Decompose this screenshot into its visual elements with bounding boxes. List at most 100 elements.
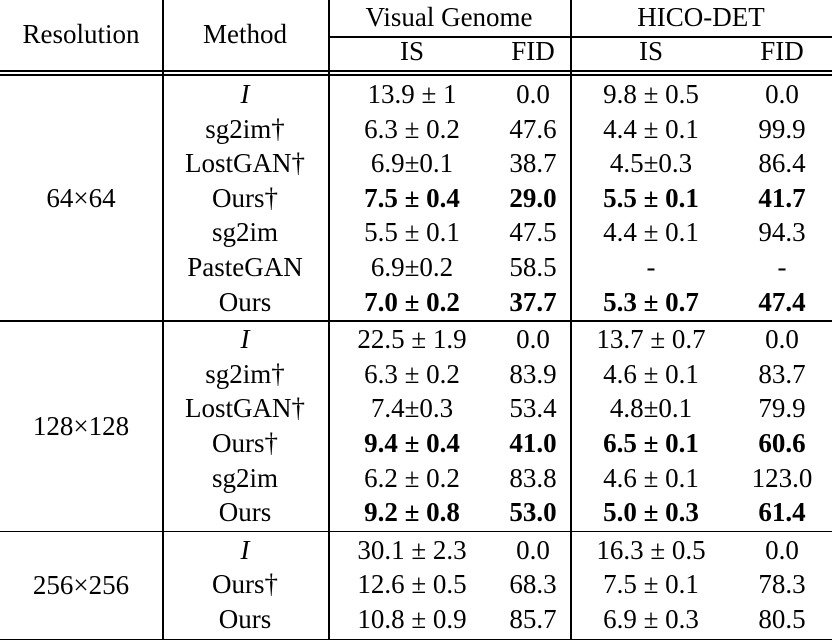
header-method: Method <box>203 19 287 49</box>
cell-method: sg2im <box>211 217 278 248</box>
cell-method: I <box>240 79 250 109</box>
cell-method: LostGAN† <box>185 148 305 179</box>
cell-hico-is: 9.8 ± 0.5 <box>603 79 699 109</box>
cell-hico-is: 5.0 ± 0.3 <box>603 497 699 528</box>
cell-hico-is: 7.5 ± 0.1 <box>603 569 699 600</box>
cell-vg-fid: 38.7 <box>509 148 557 179</box>
cell-vg-is: 12.6 ± 0.5 <box>357 569 467 600</box>
cell-vg-is: 5.5 ± 0.1 <box>364 217 460 248</box>
header-rule-1 <box>0 70 832 72</box>
cell-vg-fid: 0.0 <box>516 534 550 565</box>
cell-hico-fid: 60.6 <box>758 428 806 458</box>
cell-vg-is: 7.0 ± 0.2 <box>364 286 460 317</box>
header-hico-is: IS <box>638 36 663 66</box>
cell-hico-fid: - <box>777 252 787 282</box>
column-rule <box>328 0 330 640</box>
cell-vg-is: 13.9 ± 1 <box>367 79 457 109</box>
column-rule <box>162 0 164 640</box>
cell-vg-is: 9.2 ± 0.8 <box>364 497 460 528</box>
cell-vg-is: 6.9±0.2 <box>370 252 454 282</box>
cell-method: Ours <box>218 604 272 634</box>
cell-method: I <box>240 534 250 565</box>
cell-hico-is: 4.6 ± 0.1 <box>603 358 699 389</box>
cell-method: LostGAN† <box>185 393 305 424</box>
cell-vg-is: 30.1 ± 2.3 <box>357 534 467 565</box>
cell-hico-is: 4.6 ± 0.1 <box>603 462 699 493</box>
cell-vg-fid: 68.3 <box>509 569 557 600</box>
cell-hico-fid: 78.3 <box>758 569 806 600</box>
cell-method: I <box>240 324 250 355</box>
cell-vg-is: 10.8 ± 0.9 <box>357 604 467 634</box>
header-rule-2 <box>0 74 832 76</box>
cell-vg-fid: 58.5 <box>509 252 557 282</box>
cell-hico-is: 5.3 ± 0.7 <box>603 286 699 317</box>
resolution-label: 128×128 <box>32 411 130 441</box>
cell-hico-is: - <box>646 252 656 282</box>
cell-hico-fid: 80.5 <box>758 604 806 634</box>
cell-vg-fid: 53.4 <box>509 393 557 424</box>
cell-hico-is: 4.8±0.1 <box>609 393 693 424</box>
cell-vg-is: 22.5 ± 1.9 <box>357 324 467 355</box>
cell-hico-fid: 79.9 <box>758 393 806 424</box>
cell-vg-is: 6.3 ± 0.2 <box>364 113 460 144</box>
cell-hico-fid: 94.3 <box>758 217 806 248</box>
header-visual-genome: Visual Genome <box>365 2 533 32</box>
cell-method: sg2im† <box>205 358 285 389</box>
header-hico-det: HICO-DET <box>637 2 765 32</box>
cell-hico-is: 16.3 ± 0.5 <box>596 534 706 565</box>
cell-vg-is: 7.4±0.3 <box>370 393 454 424</box>
cell-method: Ours† <box>212 569 278 600</box>
cell-hico-fid: 41.7 <box>758 182 806 213</box>
cell-vg-fid: 29.0 <box>509 182 557 213</box>
cell-vg-fid: 47.6 <box>509 113 557 144</box>
cell-hico-is: 13.7 ± 0.7 <box>596 324 706 355</box>
header-vg-fid: FID <box>511 36 555 66</box>
cell-hico-fid: 0.0 <box>765 79 799 109</box>
cell-vg-fid: 53.0 <box>509 497 557 528</box>
cell-vg-is: 6.3 ± 0.2 <box>364 358 460 389</box>
group-rule <box>0 530 832 533</box>
resolution-label: 64×64 <box>46 183 116 214</box>
cell-hico-fid: 83.7 <box>758 358 806 389</box>
header-resolution: Resolution <box>22 19 140 49</box>
cell-vg-fid: 83.8 <box>509 462 557 493</box>
cell-vg-fid: 41.0 <box>509 428 557 458</box>
header-subrule <box>328 36 832 38</box>
cell-vg-fid: 47.5 <box>509 217 557 248</box>
cell-hico-fid: 99.9 <box>758 113 806 144</box>
cell-method: Ours <box>218 286 272 317</box>
cell-method: Ours† <box>212 182 278 213</box>
cell-vg-is: 6.9±0.1 <box>370 148 454 179</box>
cell-method: sg2im <box>211 462 278 493</box>
cell-vg-fid: 0.0 <box>516 324 550 355</box>
header-hico-fid: FID <box>760 36 804 66</box>
cell-hico-is: 6.9 ± 0.3 <box>603 604 699 634</box>
cell-vg-fid: 83.9 <box>509 358 557 389</box>
cell-hico-fid: 86.4 <box>758 148 806 179</box>
cell-method: Ours† <box>212 428 278 458</box>
cell-method: Ours <box>218 497 272 528</box>
cell-method: sg2im† <box>205 113 285 144</box>
cell-hico-is: 5.5 ± 0.1 <box>603 182 699 213</box>
cell-vg-is: 7.5 ± 0.4 <box>364 182 460 213</box>
column-rule <box>570 0 572 640</box>
cell-vg-is: 6.2 ± 0.2 <box>364 462 460 493</box>
cell-hico-is: 6.5 ± 0.1 <box>603 428 699 458</box>
cell-hico-fid: 47.4 <box>758 286 806 317</box>
cell-method: PasteGAN <box>187 252 303 282</box>
cell-hico-is: 4.5±0.3 <box>609 148 693 179</box>
cell-hico-fid: 61.4 <box>758 497 806 528</box>
cell-vg-fid: 85.7 <box>509 604 557 634</box>
header-vg-is: IS <box>399 36 424 66</box>
cell-vg-fid: 37.7 <box>509 286 557 317</box>
cell-hico-is: 4.4 ± 0.1 <box>603 217 699 248</box>
cell-hico-fid: 0.0 <box>765 324 799 355</box>
group-rule <box>0 320 832 322</box>
cell-vg-fid: 0.0 <box>516 79 550 109</box>
bottom-rule <box>0 638 832 641</box>
cell-hico-is: 4.4 ± 0.1 <box>603 113 699 144</box>
cell-hico-fid: 123.0 <box>751 462 813 493</box>
cell-vg-is: 9.4 ± 0.4 <box>364 428 460 458</box>
cell-hico-fid: 0.0 <box>765 534 799 565</box>
